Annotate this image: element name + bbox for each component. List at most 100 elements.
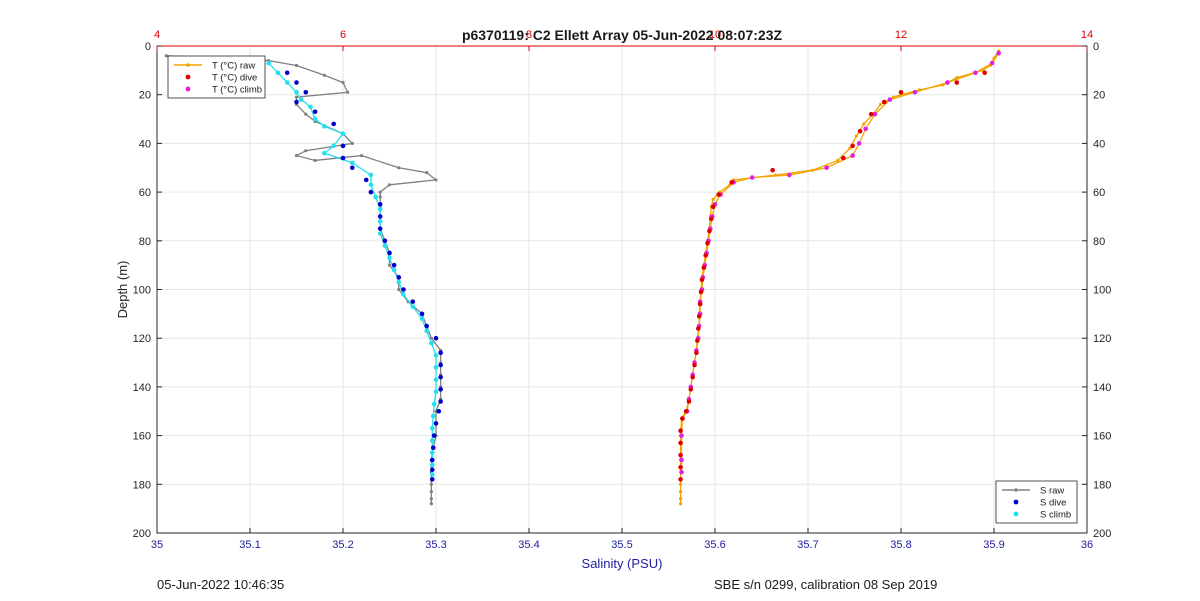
point-t-climb [945, 80, 950, 85]
point-s-climb [431, 401, 437, 407]
series-line-t-climb [680, 52, 1000, 473]
point-t-dive [982, 70, 987, 76]
point-s-climb [382, 243, 388, 248]
legend-swatch-marker [185, 86, 191, 92]
x-top-tick-label: 6 [340, 29, 346, 41]
point-s-climb [308, 104, 313, 110]
y-tick-label-right: 180 [1093, 479, 1111, 491]
point-s-raw [294, 153, 299, 158]
point-s-dive [391, 262, 397, 268]
point-t-dive [729, 180, 735, 185]
x-top-tick-label: 14 [1081, 29, 1093, 41]
point-t-raw [678, 497, 683, 501]
point-s-dive [284, 70, 290, 76]
point-s-climb [377, 231, 383, 236]
point-s-raw [350, 141, 354, 145]
point-s-dive [312, 109, 318, 115]
point-t-raw [918, 88, 922, 92]
point-t-dive [770, 167, 775, 173]
point-s-dive [433, 335, 439, 341]
series-layer [164, 49, 1001, 506]
point-s-raw [360, 153, 364, 158]
point-s-raw [304, 149, 308, 153]
legend-swatch-marker [1013, 499, 1019, 505]
point-s-dive [363, 177, 369, 183]
point-s-climb [430, 413, 436, 419]
point-s-climb [312, 116, 318, 122]
point-s-climb [322, 124, 327, 129]
point-s-raw [346, 90, 350, 94]
point-s-climb [429, 472, 435, 477]
point-s-raw [429, 336, 433, 340]
point-s-climb [322, 150, 327, 156]
point-s-climb [266, 60, 271, 66]
point-t-dive [678, 428, 683, 434]
point-t-dive [697, 301, 703, 307]
point-s-climb [429, 438, 435, 443]
point-t-dive [841, 155, 846, 161]
point-t-dive [708, 216, 714, 222]
legend-entry-label: T (°C) raw [212, 61, 255, 72]
point-t-raw [711, 197, 715, 202]
y-tick-label-right: 160 [1093, 431, 1111, 443]
point-s-dive [429, 477, 435, 482]
point-t-climb [872, 111, 878, 117]
y-tick-label-left: 80 [139, 236, 151, 248]
point-t-dive [898, 89, 904, 95]
point-t-dive [703, 253, 708, 258]
point-s-raw [294, 95, 299, 99]
point-t-climb [973, 70, 978, 76]
x-tick-label: 36 [1081, 539, 1093, 551]
point-s-climb [433, 352, 439, 358]
point-t-dive [688, 387, 694, 392]
legend-entry-label: T (°C) climb [212, 85, 262, 96]
point-s-dive [438, 399, 443, 404]
point-s-dive [396, 275, 402, 280]
point-s-dive [368, 189, 374, 195]
legend-swatch-marker [185, 74, 191, 80]
point-s-dive [303, 89, 309, 95]
point-t-raw [955, 76, 959, 80]
point-s-dive [350, 165, 355, 171]
y-tick-label-left: 140 [133, 382, 151, 394]
y-tick-label-right: 100 [1093, 285, 1111, 297]
point-s-dive [294, 99, 299, 105]
y-tick-label-right: 0 [1093, 41, 1099, 53]
legend-box [167, 55, 266, 99]
legend-swatch-marker [186, 63, 190, 67]
point-t-raw [811, 168, 815, 172]
point-s-climb [433, 365, 439, 370]
legend-entry-label: T (°C) dive [212, 73, 257, 84]
point-t-dive [705, 240, 710, 246]
point-s-dive [377, 226, 383, 231]
y-tick-label-right: 80 [1093, 236, 1105, 248]
point-t-climb [749, 175, 755, 180]
point-s-climb [275, 70, 281, 76]
point-s-climb [368, 172, 374, 178]
point-s-raw [429, 482, 433, 486]
y-tick-label-right: 120 [1093, 333, 1111, 345]
y-tick-label-left: 20 [139, 90, 151, 102]
point-s-dive [429, 467, 435, 472]
y-tick-label-right: 140 [1093, 382, 1111, 394]
x-top-tick-label: 4 [154, 29, 160, 41]
point-t-raw [891, 95, 896, 99]
point-s-climb [429, 425, 435, 431]
y-axis-label: Depth (m) [115, 261, 130, 319]
series-line-s-climb [268, 62, 437, 475]
point-s-climb [331, 143, 337, 149]
point-t-dive [695, 326, 701, 331]
footer-calibration: SBE s/n 0299, calibration 08 Sep 2019 [714, 577, 938, 592]
point-t-climb [912, 89, 918, 95]
y-tick-label-left: 40 [139, 138, 151, 150]
point-s-climb [368, 182, 374, 188]
point-t-raw [678, 482, 683, 486]
point-s-raw [322, 73, 326, 77]
point-s-dive [438, 374, 443, 380]
point-s-dive [340, 155, 346, 161]
point-s-dive [438, 350, 443, 356]
point-s-raw [387, 183, 392, 187]
series-line-s-raw [166, 55, 442, 504]
